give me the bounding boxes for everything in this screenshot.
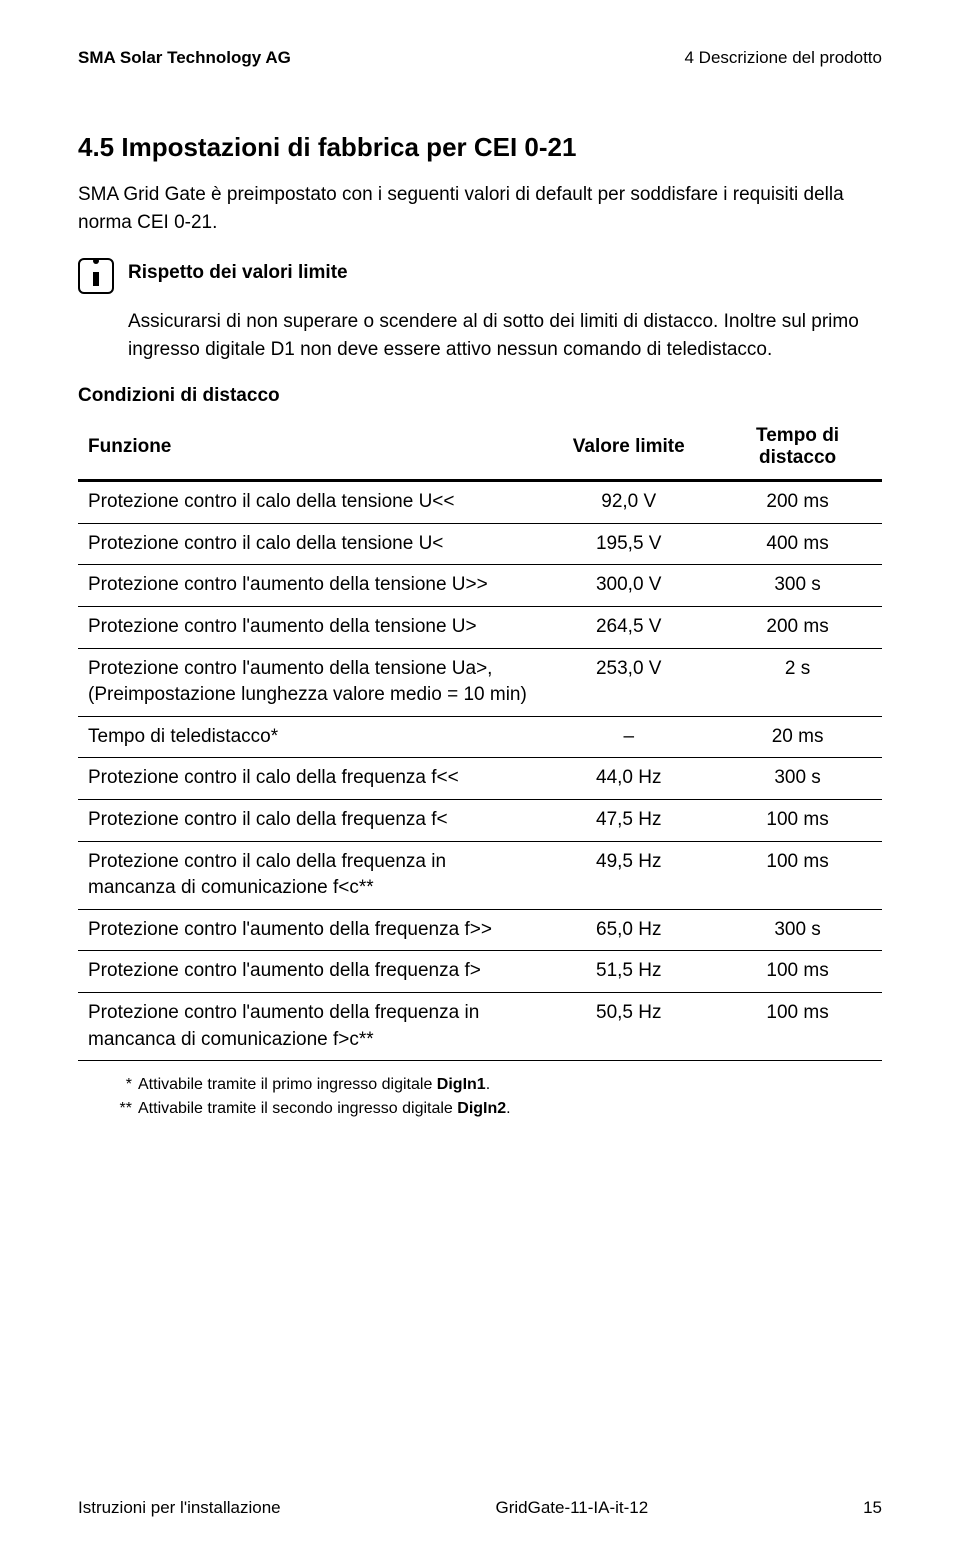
cell-time: 400 ms — [713, 523, 882, 565]
table-row: Protezione contro l'aumento della tensio… — [78, 606, 882, 648]
cell-value: 253,0 V — [544, 648, 713, 716]
cell-value: 44,0 Hz — [544, 758, 713, 800]
footnote-bold: DigIn1 — [437, 1076, 486, 1093]
table-row: Protezione contro l'aumento della freque… — [78, 951, 882, 993]
cell-time: 20 ms — [713, 716, 882, 758]
footnote-marker: ** — [112, 1097, 138, 1121]
footnote-2: ** Attivabile tramite il secondo ingress… — [112, 1097, 882, 1121]
cell-time: 300 s — [713, 565, 882, 607]
cell-time: 300 s — [713, 909, 882, 951]
info-title: Rispetto dei valori limite — [128, 262, 348, 284]
cell-time: 200 ms — [713, 481, 882, 524]
table-row: Protezione contro il calo della tensione… — [78, 523, 882, 565]
footnote-pre: Attivabile tramite il secondo ingresso d… — [138, 1100, 457, 1117]
footnote-text: Attivabile tramite il primo ingresso dig… — [138, 1073, 490, 1097]
cell-function: Protezione contro l'aumento della tensio… — [78, 565, 544, 607]
cell-function: Protezione contro il calo della frequenz… — [78, 758, 544, 800]
cell-function: Protezione contro il calo della tensione… — [78, 481, 544, 524]
cell-function: Protezione contro l'aumento della tensio… — [78, 648, 544, 716]
page-footer: Istruzioni per l'installazione GridGate-… — [78, 1498, 882, 1518]
cell-value: – — [544, 716, 713, 758]
section-heading: 4.5 Impostazioni di fabbrica per CEI 0-2… — [78, 132, 882, 163]
table-row: Protezione contro il calo della frequenz… — [78, 799, 882, 841]
header-company: SMA Solar Technology AG — [78, 48, 291, 68]
footnote-pre: Attivabile tramite il primo ingresso dig… — [138, 1076, 437, 1093]
cell-value: 92,0 V — [544, 481, 713, 524]
cell-function: Protezione contro il calo della tensione… — [78, 523, 544, 565]
cell-function: Protezione contro l'aumento della freque… — [78, 951, 544, 993]
footnote-bold: DigIn2 — [457, 1100, 506, 1117]
table-row: Protezione contro il calo della tensione… — [78, 481, 882, 524]
section-intro: SMA Grid Gate è preimpostato con i segue… — [78, 181, 882, 236]
cell-time: 100 ms — [713, 951, 882, 993]
cell-function: Protezione contro il calo della frequenz… — [78, 841, 544, 909]
conditions-table: Funzione Valore limite Tempo di distacco… — [78, 417, 882, 1061]
page-header: SMA Solar Technology AG 4 Descrizione de… — [78, 48, 882, 68]
cell-value: 49,5 Hz — [544, 841, 713, 909]
cell-value: 51,5 Hz — [544, 951, 713, 993]
info-icon — [78, 258, 114, 294]
cell-value: 65,0 Hz — [544, 909, 713, 951]
table-row: Tempo di teledistacco*–20 ms — [78, 716, 882, 758]
cell-time: 200 ms — [713, 606, 882, 648]
cell-time: 100 ms — [713, 841, 882, 909]
footnote-text: Attivabile tramite il secondo ingresso d… — [138, 1097, 511, 1121]
info-body: Assicurarsi di non superare o scendere a… — [128, 308, 882, 363]
cell-function: Protezione contro l'aumento della tensio… — [78, 606, 544, 648]
cell-time: 100 ms — [713, 992, 882, 1060]
footer-center: GridGate-11-IA-it-12 — [495, 1498, 648, 1518]
footer-page-number: 15 — [863, 1498, 882, 1518]
cell-time: 2 s — [713, 648, 882, 716]
footnotes: * Attivabile tramite il primo ingresso d… — [112, 1073, 882, 1121]
footnote-1: * Attivabile tramite il primo ingresso d… — [112, 1073, 882, 1097]
cell-function: Protezione contro l'aumento della freque… — [78, 992, 544, 1060]
col-header-time: Tempo di distacco — [713, 417, 882, 481]
table-header-row: Funzione Valore limite Tempo di distacco — [78, 417, 882, 481]
table-subheading: Condizioni di distacco — [78, 385, 882, 407]
cell-value: 50,5 Hz — [544, 992, 713, 1060]
cell-time: 100 ms — [713, 799, 882, 841]
table-row: Protezione contro l'aumento della freque… — [78, 992, 882, 1060]
header-chapter: 4 Descrizione del prodotto — [684, 48, 882, 68]
footnote-post: . — [486, 1076, 490, 1093]
footnote-post: . — [506, 1100, 510, 1117]
footer-left: Istruzioni per l'installazione — [78, 1498, 281, 1518]
table-row: Protezione contro il calo della frequenz… — [78, 841, 882, 909]
cell-time: 300 s — [713, 758, 882, 800]
footnote-marker: * — [112, 1073, 138, 1097]
table-row: Protezione contro l'aumento della tensio… — [78, 565, 882, 607]
col-header-function: Funzione — [78, 417, 544, 481]
cell-value: 195,5 V — [544, 523, 713, 565]
cell-value: 264,5 V — [544, 606, 713, 648]
col-header-value: Valore limite — [544, 417, 713, 481]
cell-function: Protezione contro il calo della frequenz… — [78, 799, 544, 841]
cell-function: Protezione contro l'aumento della freque… — [78, 909, 544, 951]
cell-function: Tempo di teledistacco* — [78, 716, 544, 758]
table-row: Protezione contro l'aumento della freque… — [78, 909, 882, 951]
cell-value: 300,0 V — [544, 565, 713, 607]
cell-value: 47,5 Hz — [544, 799, 713, 841]
table-row: Protezione contro il calo della frequenz… — [78, 758, 882, 800]
info-box: Rispetto dei valori limite — [78, 256, 882, 294]
table-row: Protezione contro l'aumento della tensio… — [78, 648, 882, 716]
